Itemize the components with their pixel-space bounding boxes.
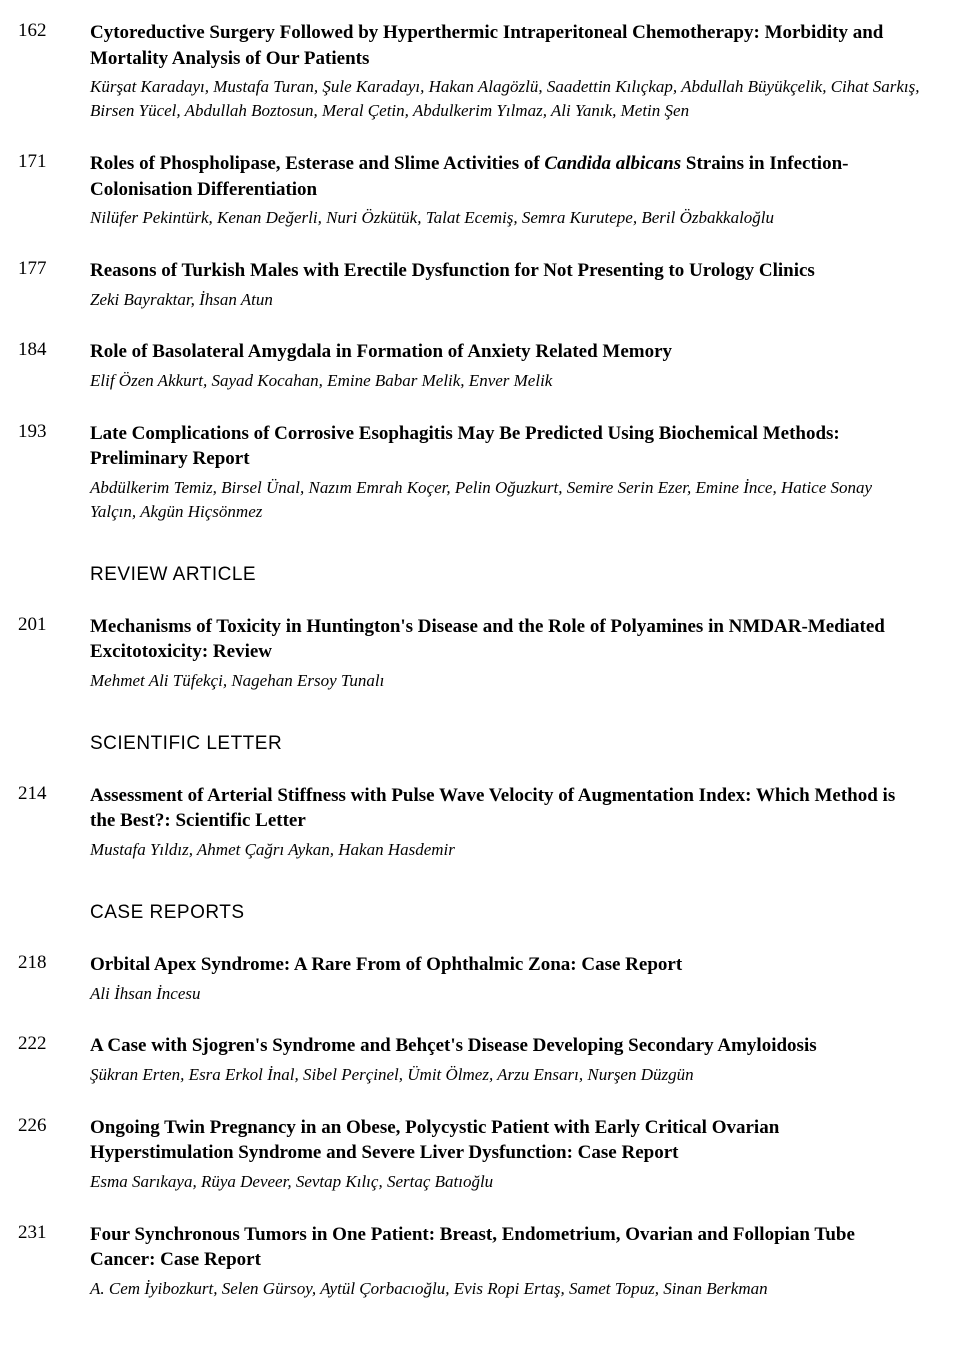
entry-content: Mechanisms of Toxicity in Huntington's D… [90,614,920,693]
toc-entry: 231 Four Synchronous Tumors in One Patie… [10,1222,920,1301]
page-number: 171 [10,151,90,173]
article-authors: Zeki Bayraktar, İhsan Atun [90,288,920,312]
toc-entry: 218 Orbital Apex Syndrome: A Rare From o… [10,952,920,1005]
entry-content: A Case with Sjogren's Syndrome and Behçe… [90,1033,920,1086]
entry-content: Four Synchronous Tumors in One Patient: … [90,1222,920,1301]
page-number: 184 [10,339,90,361]
toc-entry: 201 Mechanisms of Toxicity in Huntington… [10,614,920,693]
article-title: Cytoreductive Surgery Followed by Hypert… [90,20,920,71]
page-number: 214 [10,783,90,805]
title-text: Roles of Phospholipase, Esterase and Sli… [90,153,544,174]
toc-entry: 193 Late Complications of Corrosive Esop… [10,421,920,524]
entry-content: Ongoing Twin Pregnancy in an Obese, Poly… [90,1115,920,1194]
article-authors: Esma Sarıkaya, Rüya Deveer, Sevtap Kılıç… [90,1170,920,1194]
article-authors: Mehmet Ali Tüfekçi, Nagehan Ersoy Tunalı [90,669,920,693]
article-authors: Elif Özen Akkurt, Sayad Kocahan, Emine B… [90,369,920,393]
page-number: 222 [10,1033,90,1055]
entry-content: Reasons of Turkish Males with Erectile D… [90,258,920,311]
toc-entry: 171 Roles of Phospholipase, Esterase and… [10,151,920,230]
title-italic: Candida albicans [544,153,681,174]
article-authors: Abdülkerim Temiz, Birsel Ünal, Nazım Emr… [90,476,920,524]
page-number: 231 [10,1222,90,1244]
article-title: A Case with Sjogren's Syndrome and Behçe… [90,1033,920,1059]
article-authors: Mustafa Yıldız, Ahmet Çağrı Aykan, Hakan… [90,838,920,862]
article-title: Four Synchronous Tumors in One Patient: … [90,1222,920,1273]
page-number: 193 [10,421,90,443]
article-authors: A. Cem İyibozkurt, Selen Gürsoy, Aytül Ç… [90,1277,920,1301]
article-title: Roles of Phospholipase, Esterase and Sli… [90,151,920,202]
article-authors: Kürşat Karadayı, Mustafa Turan, Şule Kar… [90,75,920,123]
article-title: Orbital Apex Syndrome: A Rare From of Op… [90,952,920,978]
toc-entry: 177 Reasons of Turkish Males with Erecti… [10,258,920,311]
article-title: Ongoing Twin Pregnancy in an Obese, Poly… [90,1115,920,1166]
entry-content: Orbital Apex Syndrome: A Rare From of Op… [90,952,920,1005]
page-number: 177 [10,258,90,280]
toc-entry: 214 Assessment of Arterial Stiffness wit… [10,783,920,862]
page-number: 162 [10,20,90,42]
page-number: 201 [10,614,90,636]
entry-content: Role of Basolateral Amygdala in Formatio… [90,339,920,392]
entry-content: Roles of Phospholipase, Esterase and Sli… [90,151,920,230]
article-title: Mechanisms of Toxicity in Huntington's D… [90,614,920,665]
toc-entry: 162 Cytoreductive Surgery Followed by Hy… [10,20,920,123]
article-authors: Ali İhsan İncesu [90,982,920,1006]
article-authors: Şükran Erten, Esra Erkol İnal, Sibel Per… [90,1063,920,1087]
section-header: REVIEW ARTICLE [90,564,920,586]
toc-entry: 184 Role of Basolateral Amygdala in Form… [10,339,920,392]
article-title: Reasons of Turkish Males with Erectile D… [90,258,920,284]
article-authors: Nilüfer Pekintürk, Kenan Değerli, Nuri Ö… [90,206,920,230]
toc-entry: 226 Ongoing Twin Pregnancy in an Obese, … [10,1115,920,1194]
page-number: 226 [10,1115,90,1137]
entry-content: Cytoreductive Surgery Followed by Hypert… [90,20,920,123]
page-number: 218 [10,952,90,974]
section-header: CASE REPORTS [90,902,920,924]
toc-entry: 222 A Case with Sjogren's Syndrome and B… [10,1033,920,1086]
entry-content: Late Complications of Corrosive Esophagi… [90,421,920,524]
article-title: Assessment of Arterial Stiffness with Pu… [90,783,920,834]
entry-content: Assessment of Arterial Stiffness with Pu… [90,783,920,862]
section-header: SCIENTIFIC LETTER [90,733,920,755]
article-title: Late Complications of Corrosive Esophagi… [90,421,920,472]
article-title: Role of Basolateral Amygdala in Formatio… [90,339,920,365]
